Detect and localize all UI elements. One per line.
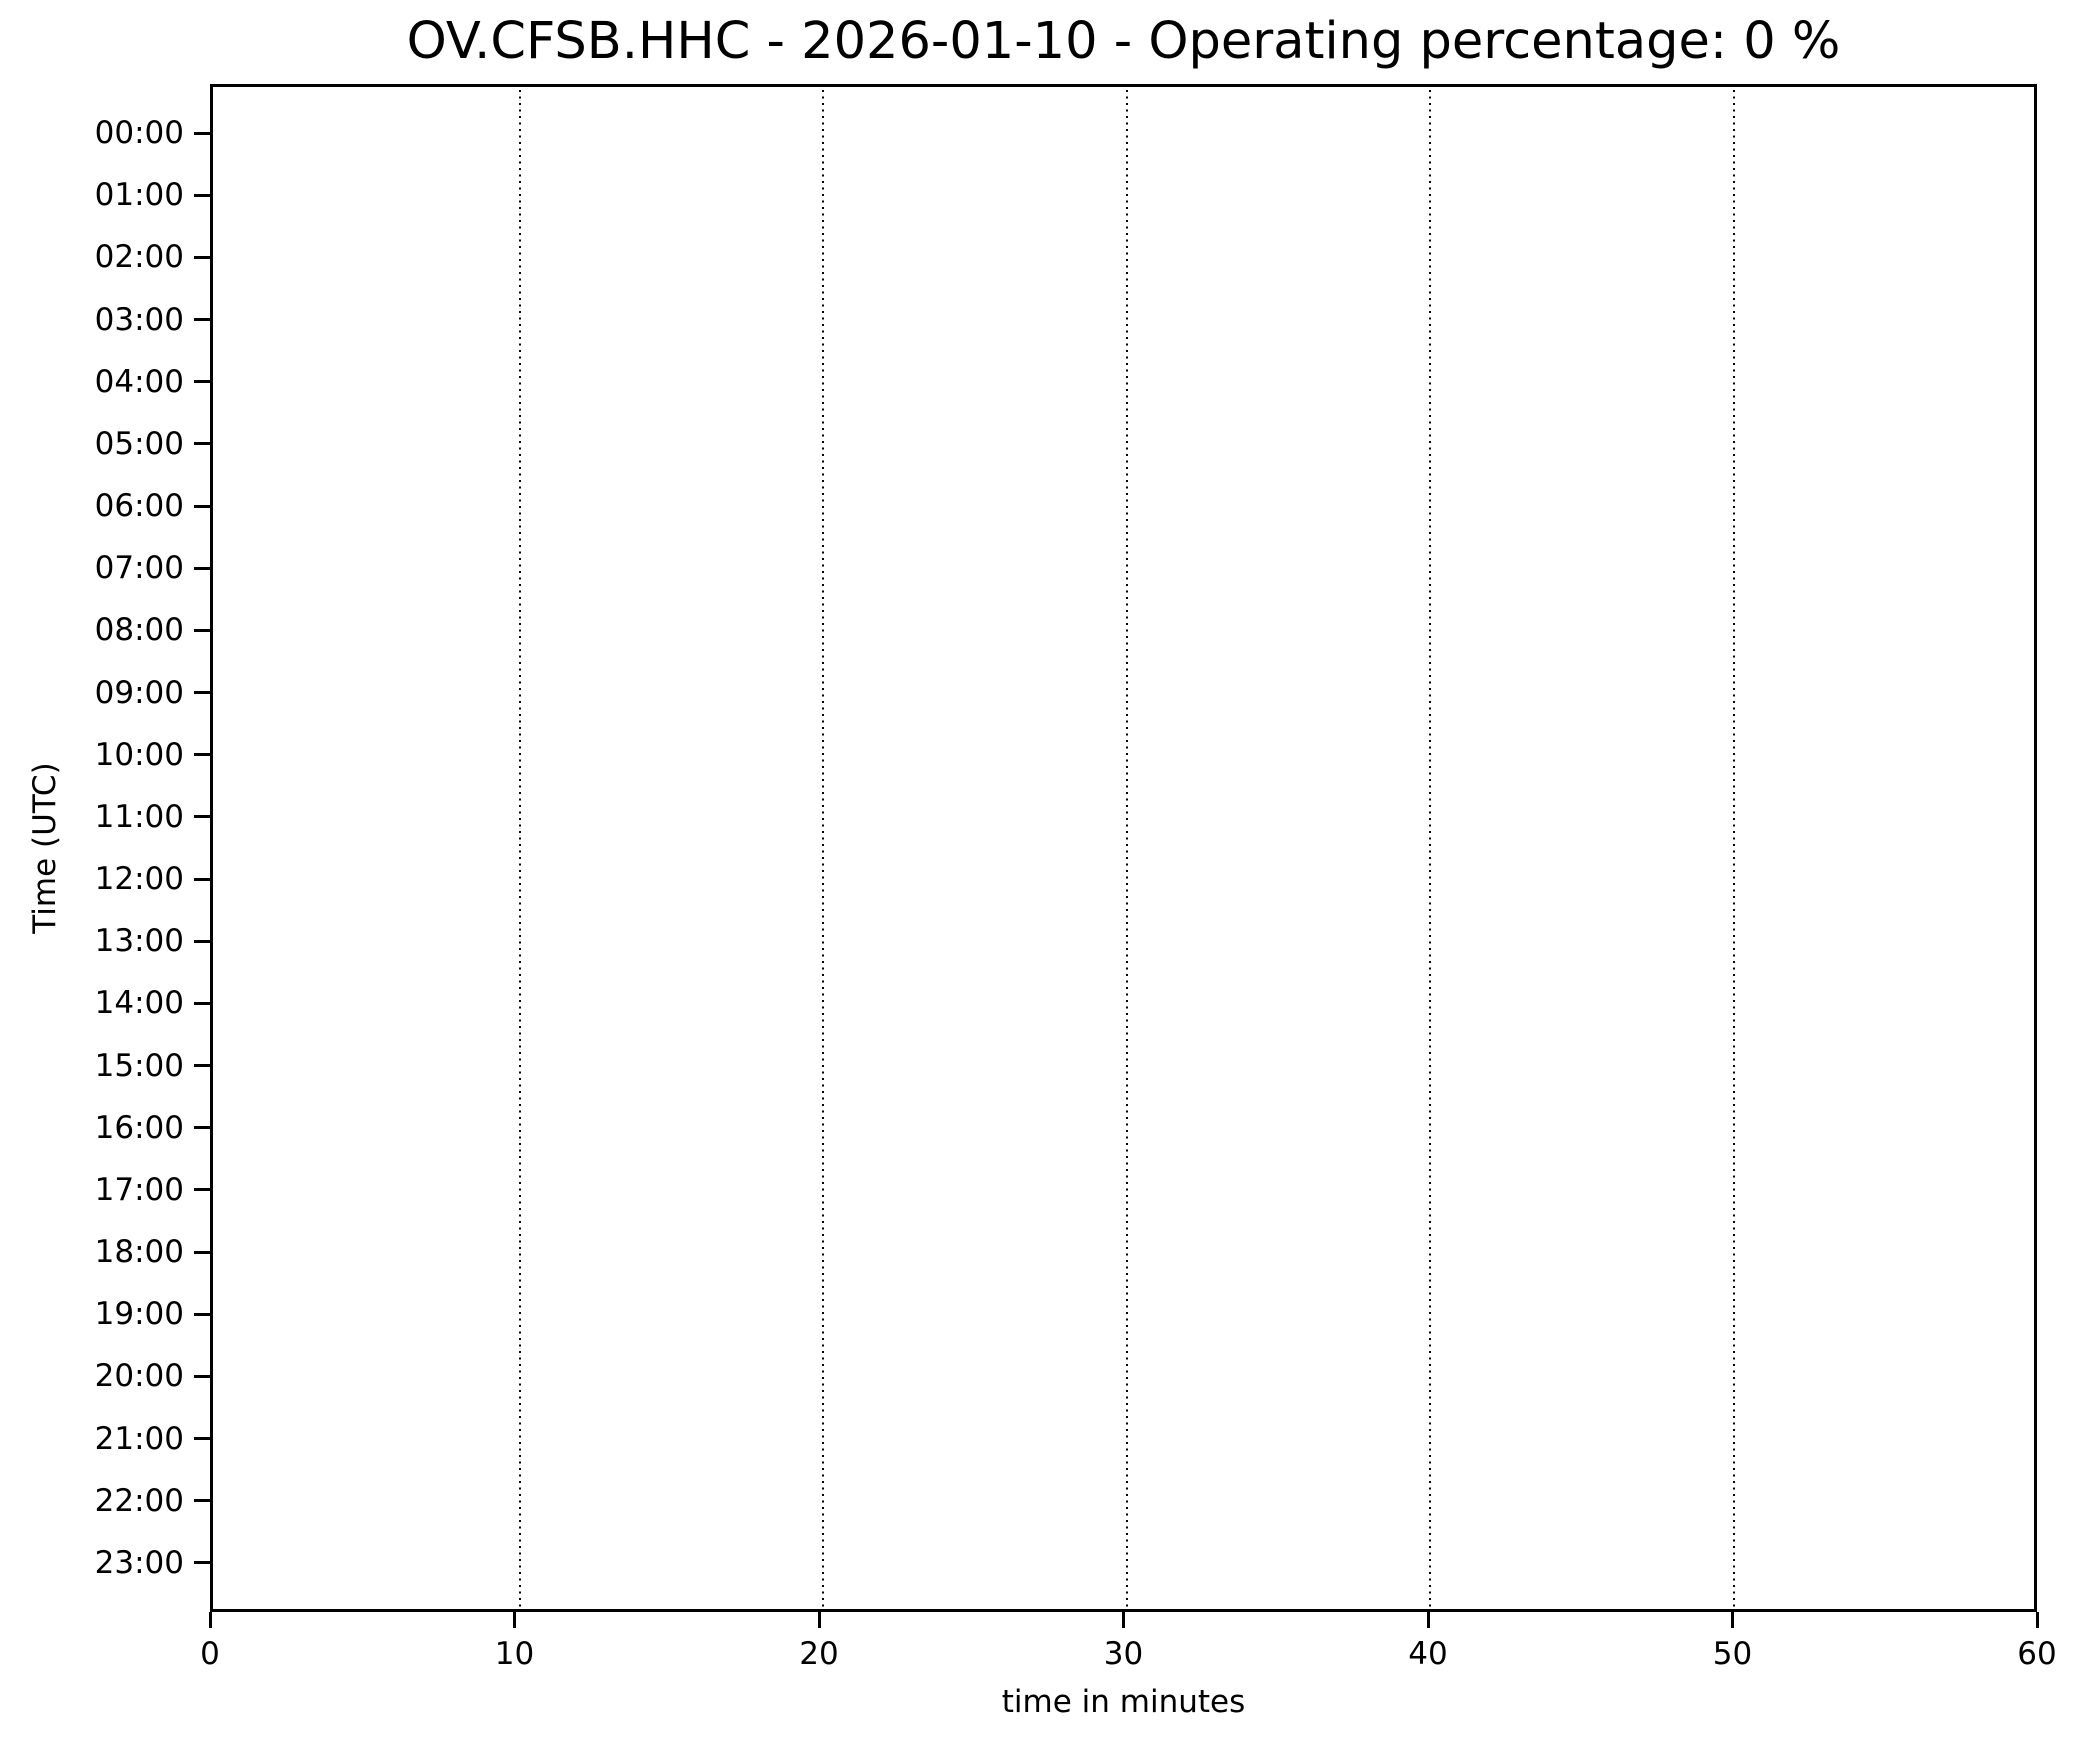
y-tick-label: 04:00 (94, 363, 184, 400)
y-tick-mark (194, 255, 210, 259)
gridline-vertical (1732, 90, 1735, 1612)
y-tick-mark (194, 504, 210, 508)
y-tick-mark (194, 753, 210, 757)
y-tick-mark (194, 1001, 210, 1005)
y-tick-mark (194, 442, 210, 446)
y-tick-mark (194, 131, 210, 135)
y-tick-mark (194, 1312, 210, 1316)
y-tick-label: 23:00 (94, 1544, 184, 1581)
y-tick-label: 21:00 (94, 1420, 184, 1457)
y-tick-mark (194, 939, 210, 943)
y-tick-label: 11:00 (94, 798, 184, 835)
y-tick-label: 15:00 (94, 1047, 184, 1084)
y-tick-label: 02:00 (94, 239, 184, 276)
x-tick-label: 10 (494, 1636, 535, 1672)
gridline-vertical (822, 90, 824, 1612)
y-tick-mark (194, 691, 210, 695)
x-axis-label: time in minutes (1001, 1684, 1246, 1720)
y-tick-label: 03:00 (94, 301, 184, 338)
x-tick-label: 20 (799, 1636, 839, 1672)
y-tick-label: 17:00 (94, 1171, 184, 1208)
y-tick-mark (194, 1064, 210, 1068)
x-tick-label: 60 (2017, 1636, 2057, 1672)
y-tick-mark (194, 1188, 210, 1192)
x-tick-label: 0 (200, 1636, 220, 1672)
y-tick-label: 08:00 (94, 612, 184, 649)
y-tick-mark (194, 815, 210, 819)
x-tick-label: 30 (1103, 1636, 1144, 1672)
y-tick-label: 20:00 (94, 1358, 184, 1395)
y-tick-label: 05:00 (94, 425, 184, 462)
y-tick-label: 19:00 (94, 1296, 184, 1333)
y-tick-label: 07:00 (94, 550, 184, 587)
x-tick-label: 50 (1712, 1636, 1753, 1672)
y-tick-label: 22:00 (94, 1482, 184, 1519)
y-tick-label: 10:00 (94, 736, 184, 773)
x-tick-mark (1731, 1612, 1734, 1628)
x-tick-mark (1122, 1612, 1125, 1628)
x-tick-mark (1426, 1612, 1430, 1628)
y-tick-mark (194, 193, 210, 197)
y-tick-mark (194, 1126, 210, 1130)
y-tick-mark (194, 1374, 210, 1378)
y-tick-mark (194, 1437, 210, 1441)
y-tick-mark (194, 566, 210, 570)
y-tick-mark (194, 1499, 210, 1503)
x-tick-mark (208, 1612, 212, 1628)
y-tick-label: 00:00 (94, 115, 184, 151)
y-tick-label: 14:00 (94, 985, 184, 1022)
gridline-vertical (1125, 90, 1128, 1612)
y-tick-label: 13:00 (94, 923, 184, 960)
y-tick-mark (194, 1561, 210, 1565)
y-tick-label: 01:00 (94, 177, 184, 214)
y-tick-mark (194, 1250, 210, 1254)
x-tick-mark (2035, 1612, 2039, 1628)
y-axis-label: Time (UTC) (27, 762, 63, 934)
y-tick-mark (194, 380, 210, 384)
gridline-vertical (1429, 90, 1431, 1612)
y-tick-mark (194, 628, 210, 632)
x-tick-mark (513, 1612, 516, 1628)
y-tick-label: 18:00 (94, 1234, 184, 1271)
x-tick-label: 40 (1408, 1636, 1448, 1672)
chart-title: OV.CFSB.HHC - 2026-01-10 - Operating per… (406, 12, 1841, 71)
y-tick-mark (194, 877, 210, 881)
x-tick-mark (817, 1612, 821, 1628)
y-tick-label: 09:00 (94, 674, 184, 711)
gridline-vertical (518, 90, 521, 1612)
plot-area (210, 84, 2037, 1612)
y-tick-label: 12:00 (94, 861, 184, 898)
y-tick-label: 16:00 (94, 1109, 184, 1146)
y-tick-label: 06:00 (94, 488, 184, 525)
y-tick-mark (194, 318, 210, 322)
